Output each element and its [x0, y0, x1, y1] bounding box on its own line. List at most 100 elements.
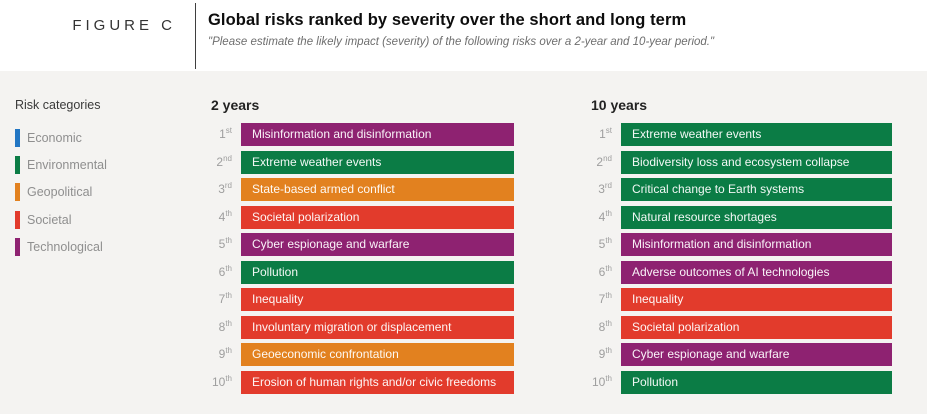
- risk-row: 5th Cyber espionage and warfare: [205, 233, 514, 256]
- rank-label: 6th: [205, 261, 232, 284]
- rank-ordinal: th: [225, 346, 232, 355]
- legend-items: Economic Environmental Geopolitical Societa…: [15, 124, 107, 261]
- figure-label: FIGURE C: [72, 17, 176, 34]
- rank-ordinal: th: [225, 373, 232, 383]
- column-header-2-years: 2 years: [211, 97, 260, 113]
- legend-item-label: Geopolitical: [27, 185, 93, 200]
- rank-number: 9: [218, 347, 226, 361]
- legend-item-societal: Societal: [15, 206, 107, 233]
- rank-number: 1: [219, 127, 226, 141]
- rank-label: 10th: [205, 371, 232, 394]
- rank-ordinal: st: [605, 126, 612, 135]
- rank-label: 3rd: [205, 178, 232, 201]
- rank-ordinal: rd: [224, 181, 232, 190]
- rank-number: 5: [598, 237, 606, 251]
- figure-subtitle: "Please estimate the likely impact (seve…: [208, 36, 715, 48]
- rank-label: 1st: [205, 123, 232, 146]
- risk-row: 8th Involuntary migration or displacement: [205, 315, 514, 339]
- column-2-years: 2 years 1st Misinformation and disinforma…: [205, 97, 514, 394]
- rank-ordinal: th: [605, 236, 612, 245]
- rank-label: 1st: [585, 123, 612, 146]
- rank-number: 3: [598, 182, 605, 196]
- rank-label: 5th: [585, 233, 612, 256]
- rank-ordinal: th: [225, 263, 232, 273]
- rank-number: 7: [218, 292, 226, 306]
- rank-number: 10: [591, 374, 606, 389]
- risk-bar: Involuntary migration or displacement: [241, 315, 514, 339]
- risk-row: 9th Cyber espionage and warfare: [585, 343, 892, 366]
- rank-label: 4th: [585, 206, 612, 229]
- risk-row: 9th Geoeconomic confrontation: [205, 343, 514, 366]
- rank-number: 2: [216, 154, 224, 169]
- rank-ordinal: nd: [603, 153, 612, 163]
- rank-ordinal: th: [225, 318, 232, 328]
- rank-number: 7: [598, 292, 606, 306]
- risk-bar: Adverse outcomes of AI technologies: [621, 260, 892, 284]
- rank-number: 8: [218, 319, 226, 334]
- ranking-list-2-years: 1st Misinformation and disinformation 2nd E…: [205, 123, 514, 394]
- rank-label: 2nd: [205, 151, 232, 174]
- risk-row: 2nd Biodiversity loss and ecosystem colla…: [585, 150, 892, 174]
- rank-ordinal: nd: [223, 153, 232, 163]
- risk-row: 3rd State-based armed conflict: [205, 178, 514, 201]
- rank-label: 8th: [205, 316, 232, 339]
- rank-label: 6th: [585, 261, 612, 284]
- risk-row: 10th Pollution: [585, 370, 892, 394]
- rank-number: 6: [598, 264, 606, 279]
- rank-label: 7th: [205, 288, 232, 311]
- risk-row: 4th Societal polarization: [205, 205, 514, 229]
- risk-row: 6th Adverse outcomes of AI technologies: [585, 260, 892, 284]
- risk-categories-legend: Risk categories Economic Environmental Geo…: [15, 98, 107, 261]
- rank-number: 3: [218, 182, 225, 196]
- risk-bar: Societal polarization: [241, 205, 514, 229]
- rank-ordinal: th: [605, 373, 612, 383]
- column-10-years: 10 years 1st Extreme weather events 2nd Bio…: [585, 97, 892, 394]
- legend-title: Risk categories: [15, 98, 101, 112]
- rank-number: 6: [218, 264, 226, 279]
- header-divider: [195, 3, 196, 69]
- risk-row: 1st Extreme weather events: [585, 123, 892, 146]
- figure-title: Global risks ranked by severity over the…: [208, 11, 687, 29]
- rank-number: 10: [211, 374, 226, 389]
- risk-bar: Societal polarization: [621, 315, 892, 339]
- rank-label: 4th: [205, 206, 232, 229]
- rank-ordinal: th: [605, 346, 612, 355]
- risk-row: 1st Misinformation and disinformation: [205, 123, 514, 146]
- rank-number: 4: [218, 209, 226, 224]
- risk-row: 5th Misinformation and disinformation: [585, 233, 892, 256]
- legend-item-geopolitical: Geopolitical: [15, 179, 107, 206]
- rank-label: 2nd: [585, 151, 612, 174]
- risk-bar: Misinformation and disinformation: [621, 233, 892, 256]
- rank-ordinal: th: [225, 291, 232, 300]
- category-color-swatch: [15, 238, 20, 257]
- category-color-swatch: [15, 183, 20, 202]
- rank-label: 9th: [585, 343, 612, 366]
- risk-row: 2nd Extreme weather events: [205, 150, 514, 174]
- risk-bar: Pollution: [621, 370, 892, 394]
- rank-ordinal: th: [605, 318, 612, 328]
- risk-bar: Geoeconomic confrontation: [241, 343, 514, 366]
- risk-row: 8th Societal polarization: [585, 315, 892, 339]
- risk-bar: Cyber espionage and warfare: [241, 233, 514, 256]
- header-titles: Global risks ranked by severity over the…: [208, 11, 908, 48]
- rank-number: 1: [599, 127, 606, 141]
- rank-label: 5th: [205, 233, 232, 256]
- risk-row: 10th Erosion of human rights and/or civic…: [205, 370, 514, 394]
- risk-bar: Extreme weather events: [241, 150, 514, 174]
- rank-number: 2: [596, 154, 604, 169]
- rank-ordinal: th: [605, 208, 612, 218]
- rank-label: 7th: [585, 288, 612, 311]
- category-color-swatch: [15, 128, 20, 147]
- chart-area: Risk categories Economic Environmental Geo…: [0, 71, 927, 414]
- ranking-list-10-years: 1st Extreme weather events 2nd Biodiversity…: [585, 123, 892, 394]
- rank-number: 5: [218, 237, 226, 251]
- rank-ordinal: th: [605, 291, 612, 300]
- risk-bar: Critical change to Earth systems: [621, 178, 892, 201]
- rank-number: 4: [598, 209, 606, 224]
- category-color-swatch: [15, 210, 20, 229]
- rank-ordinal: st: [225, 126, 232, 135]
- rank-ordinal: rd: [604, 181, 612, 190]
- risk-bar: Misinformation and disinformation: [241, 123, 514, 146]
- risk-row: 7th Inequality: [585, 288, 892, 311]
- category-color-swatch: [15, 156, 20, 175]
